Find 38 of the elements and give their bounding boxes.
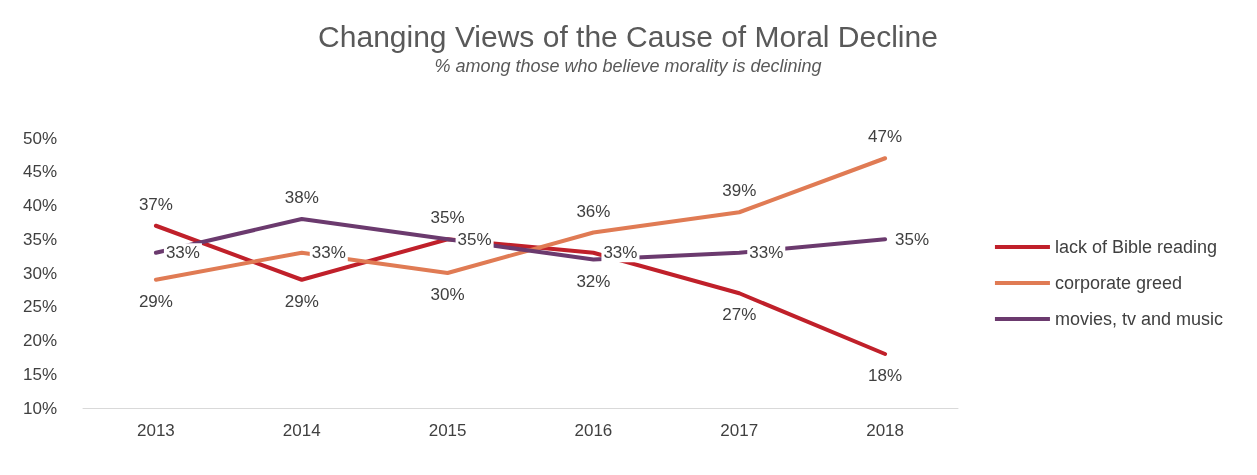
y-tick-label: 20%: [23, 331, 58, 350]
y-tick-label: 15%: [23, 364, 58, 384]
chart-subtitle: % among those who believe morality is declining: [434, 56, 822, 76]
data-label: 35%: [457, 229, 492, 249]
data-label: 33%: [311, 243, 346, 263]
data-label: 37%: [138, 194, 173, 214]
legend-label: movies, tv and music: [1054, 309, 1224, 329]
x-tick-label: 2014: [282, 421, 321, 440]
y-tick-label: 25%: [23, 297, 58, 317]
y-tick-label: 45%: [23, 162, 58, 182]
data-label: 30%: [430, 285, 465, 304]
data-label: 35%: [895, 229, 930, 249]
y-tick-label: 30%: [23, 263, 58, 283]
data-label: 33%: [165, 243, 200, 263]
y-tick-label: 10%: [23, 398, 58, 418]
y-tick-label: 40%: [23, 196, 58, 215]
data-label: 33%: [603, 243, 638, 263]
x-tick-label: 2016: [574, 421, 613, 440]
data-label: 47%: [868, 127, 903, 147]
data-label: 35%: [430, 208, 465, 228]
data-label: 18%: [868, 366, 903, 385]
data-label: 29%: [284, 291, 319, 311]
data-label: 33%: [749, 243, 784, 263]
data-label: 32%: [576, 271, 611, 291]
x-tick-label: 2015: [428, 421, 467, 440]
x-tick-label: 2017: [720, 421, 759, 440]
data-label: 39%: [722, 181, 757, 201]
x-tick-label: 2013: [137, 421, 175, 440]
y-tick-label: 35%: [23, 229, 58, 249]
legend-label: corporate greed: [1054, 273, 1183, 293]
legend-label: lack of Bible reading: [1054, 237, 1218, 257]
chart-title: Changing Views of the Cause of Moral Decline: [318, 19, 938, 53]
y-tick-label: 50%: [23, 128, 58, 148]
x-tick-label: 2018: [866, 421, 904, 440]
data-label: 36%: [576, 201, 611, 221]
data-label: 27%: [722, 305, 757, 325]
data-label: 38%: [284, 188, 319, 207]
data-label: 29%: [138, 291, 173, 311]
